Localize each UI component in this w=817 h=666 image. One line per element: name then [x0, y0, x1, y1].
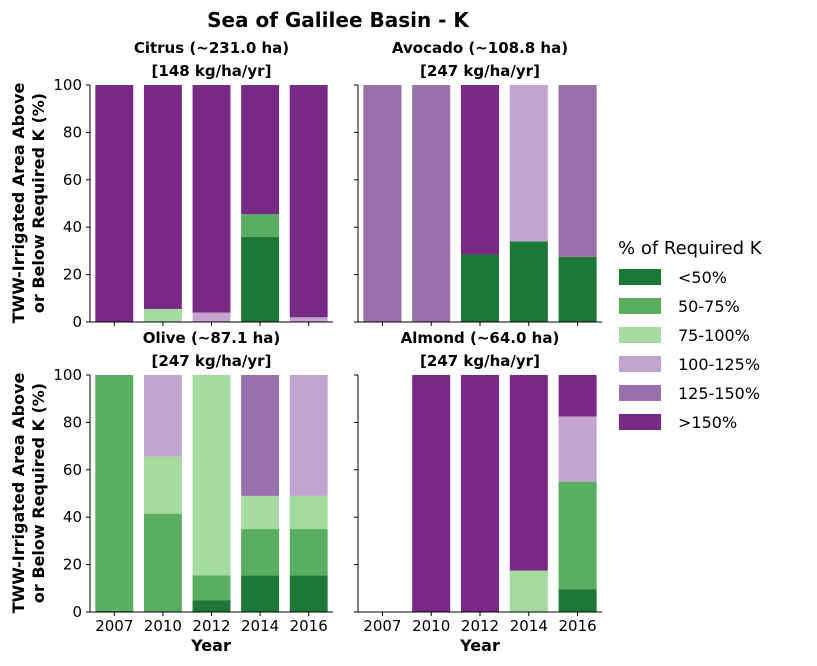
x-tick-label-almond-2010: 2010 — [412, 617, 450, 635]
bar-olive-2012-<50% — [192, 600, 231, 612]
panel-almond: Almond (~64.0 ha) [247 kg/ha/yr] 2007 2010 2… — [354, 329, 602, 635]
panel-title-avocado-line1: Avocado (~108.8 ha) — [392, 39, 568, 57]
bar-citrus-2010->150% — [143, 85, 182, 309]
bar-avocado-2010-125-150% — [412, 85, 451, 322]
bar-avocado-2014-<50% — [509, 241, 548, 322]
bar-avocado-2016-125-150% — [558, 85, 597, 257]
y-tick-label-citrus-0: 0 — [72, 313, 82, 331]
y-axis-label-bottom-line2: or Below Required K (%) — [29, 383, 48, 603]
legend-swatch-100-125% — [619, 356, 661, 372]
bar-avocado-2007-125-150% — [363, 85, 402, 322]
panel-title-olive-line2: [247 kg/ha/yr] — [152, 352, 272, 370]
y-tick-label-olive-0: 0 — [72, 603, 82, 621]
legend-label-<50%: <50% — [678, 268, 727, 287]
legend-label-50-75%: 50-75% — [678, 297, 740, 316]
panel-title-olive-line1: Olive (~87.1 ha) — [143, 329, 281, 347]
legend-label-125-150%: 125-150% — [678, 384, 760, 403]
panel-title-citrus-line1: Citrus (~231.0 ha) — [134, 39, 289, 57]
bar-almond-2014-75-100% — [509, 570, 548, 612]
bar-olive-2007-50-75% — [95, 375, 134, 611]
bar-olive-2010-75-100% — [143, 456, 182, 514]
panel-title-almond-line1: Almond (~64.0 ha) — [401, 329, 560, 347]
bar-olive-2010-100-125% — [143, 375, 182, 457]
bar-olive-2010-50-75% — [143, 513, 182, 612]
x-axis-label-right: Year — [459, 636, 500, 655]
bar-almond-2016-<50% — [558, 589, 597, 612]
x-tick-label-almond-2012: 2012 — [461, 617, 499, 635]
y-tick-label-olive-20: 20 — [63, 556, 82, 574]
bar-citrus-2012->150% — [192, 85, 231, 313]
legend-label-75-100%: 75-100% — [678, 326, 750, 345]
panel-avocado: Avocado (~108.8 ha) [247 kg/ha/yr] — [354, 39, 602, 326]
legend-swatch-75-100% — [619, 327, 661, 343]
legend-label-100-125%: 100-125% — [678, 355, 760, 374]
bar-olive-2014-<50% — [241, 575, 280, 612]
bar-citrus-2012-100-125% — [192, 312, 231, 322]
bar-avocado-2014-100-125% — [509, 85, 548, 242]
bar-almond-2016-50-75% — [558, 481, 597, 590]
bar-olive-2016-100-125% — [289, 375, 328, 496]
bar-avocado-2012->150% — [460, 85, 500, 255]
bar-citrus-2014-50-75% — [241, 214, 280, 237]
y-tick-label-olive-60: 60 — [63, 461, 82, 479]
x-tick-label-olive-2014: 2014 — [241, 617, 279, 635]
bar-avocado-2016-<50% — [558, 256, 597, 322]
y-tick-label-olive-80: 80 — [63, 413, 82, 431]
panel-title-almond-line2: [247 kg/ha/yr] — [420, 352, 540, 370]
bar-olive-2012-75-100% — [192, 375, 231, 576]
panel-title-citrus-line2: [148 kg/ha/yr] — [152, 62, 272, 80]
x-tick-label-almond-2014: 2014 — [510, 617, 548, 635]
y-tick-label-citrus-40: 40 — [63, 218, 82, 236]
bar-almond-2016->150% — [558, 375, 597, 417]
bar-citrus-2014->150% — [241, 85, 280, 215]
y-tick-label-olive-40: 40 — [63, 508, 82, 526]
bar-olive-2007-<50% — [95, 610, 134, 612]
legend-swatch->150% — [619, 414, 661, 430]
x-tick-label-olive-2012: 2012 — [192, 617, 230, 635]
bar-olive-2014-75-100% — [241, 495, 280, 530]
bar-avocado-2012-<50% — [460, 254, 500, 322]
bar-olive-2014-125-150% — [241, 375, 280, 496]
bar-olive-2014-50-75% — [241, 529, 280, 576]
legend-swatch-50-75% — [619, 298, 661, 314]
y-axis-label-top-line2: or Below Required K (%) — [29, 93, 48, 313]
legend-swatch-125-150% — [619, 385, 661, 401]
bar-citrus-2016-100-125% — [289, 317, 328, 322]
bar-olive-2016-50-75% — [289, 529, 328, 576]
y-tick-label-citrus-80: 80 — [63, 123, 82, 141]
x-tick-label-olive-2007: 2007 — [95, 617, 133, 635]
legend-title: % of Required K — [618, 238, 763, 259]
y-axis-label-top-line1: TWW-Irrigated Area Above — [9, 82, 28, 323]
legend-label->150%: >150% — [678, 413, 737, 432]
bar-almond-2010->150% — [412, 375, 451, 612]
y-tick-label-citrus-20: 20 — [63, 266, 82, 284]
bar-olive-2016-<50% — [289, 575, 328, 612]
y-tick-label-olive-100: 100 — [53, 366, 82, 384]
legend: % of Required K <50% 50-75% 75-100% 100-125%… — [618, 238, 763, 432]
x-tick-label-almond-2007: 2007 — [363, 617, 401, 635]
bar-almond-2012->150% — [460, 375, 500, 612]
panel-citrus: Citrus (~231.0 ha) [148 kg/ha/yr] 0 20 40 60 8… — [53, 39, 333, 331]
panel-title-avocado-line2: [247 kg/ha/yr] — [420, 62, 540, 80]
y-tick-label-citrus-100: 100 — [53, 76, 82, 94]
bar-olive-2012-50-75% — [192, 575, 231, 601]
panel-olive: Olive (~87.1 ha) [247 kg/ha/yr] 0 20 40 60 80 1… — [53, 329, 333, 635]
bar-citrus-2007->150% — [95, 85, 134, 322]
chart-title: Sea of Galilee Basin - K — [207, 8, 470, 32]
bar-citrus-2010-75-100% — [143, 308, 182, 322]
bar-almond-2016-100-125% — [558, 416, 597, 482]
bar-citrus-2014-<50% — [241, 236, 280, 322]
y-axis-label-bottom-line1: TWW-Irrigated Area Above — [9, 372, 28, 613]
x-tick-label-almond-2016: 2016 — [559, 617, 597, 635]
y-tick-label-citrus-60: 60 — [63, 171, 82, 189]
bar-olive-2016-75-100% — [289, 495, 328, 530]
panels: Citrus (~231.0 ha) [148 kg/ha/yr] 0 20 40 60 8… — [53, 39, 602, 635]
bar-citrus-2016->150% — [289, 85, 328, 318]
legend-swatch-<50% — [619, 269, 661, 285]
bar-almond-2014->150% — [509, 375, 548, 571]
x-axis-label-left: Year — [190, 636, 231, 655]
x-tick-label-olive-2010: 2010 — [144, 617, 182, 635]
x-tick-label-olive-2016: 2016 — [290, 617, 328, 635]
